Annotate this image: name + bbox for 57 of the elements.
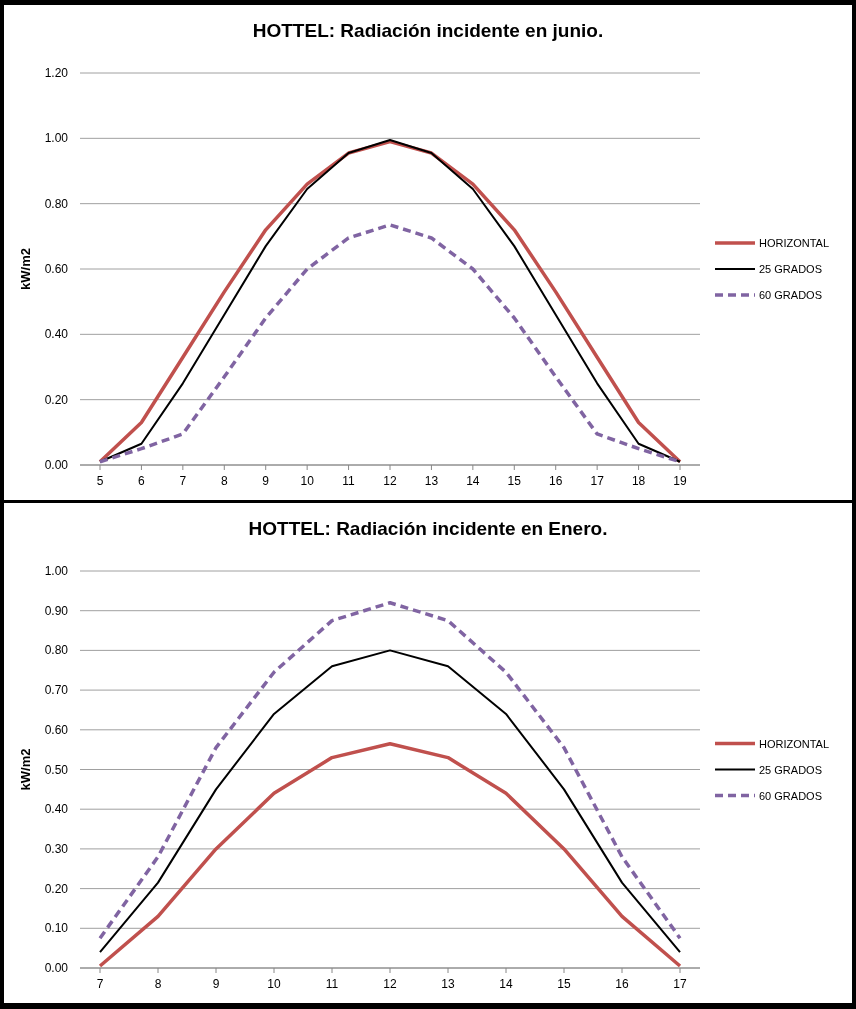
y-tick-label: 1.20 <box>44 66 69 80</box>
x-tick-label: 15 <box>507 474 522 488</box>
chart-title: HOTTEL: Radiación incidente en Enero. <box>248 518 608 539</box>
y-axis-title: kW/m2 <box>18 748 33 791</box>
legend-label: HORIZONTAL <box>759 737 830 750</box>
x-tick-label: 5 <box>96 474 104 488</box>
y-tick-label: 0.00 <box>44 458 69 472</box>
y-tick-label: 0.70 <box>44 683 69 698</box>
legend-label: 25 GRADOS <box>759 763 822 776</box>
x-tick-label: 9 <box>212 977 220 991</box>
x-tick-label: 14 <box>499 977 513 991</box>
x-tick-label: 7 <box>179 474 187 488</box>
legend-label: 25 GRADOS <box>759 263 822 275</box>
x-tick-label: 12 <box>383 977 397 991</box>
x-tick-label: 17 <box>673 977 687 991</box>
x-tick-label: 10 <box>267 977 281 991</box>
y-tick-label: 0.20 <box>44 881 69 896</box>
x-tick-label: 8 <box>154 977 162 991</box>
x-tick-label: 14 <box>466 474 480 488</box>
x-tick-label: 10 <box>300 474 315 488</box>
x-tick-label: 9 <box>262 474 270 488</box>
x-tick-label: 16 <box>615 977 629 991</box>
y-tick-label: 0.50 <box>44 762 69 777</box>
x-tick-label: 15 <box>557 977 571 991</box>
x-tick-label: 18 <box>631 474 646 488</box>
x-tick-label: 17 <box>590 474 605 488</box>
y-tick-label: 0.20 <box>44 392 69 407</box>
x-tick-label: 11 <box>342 474 356 488</box>
x-tick-label: 19 <box>673 474 687 488</box>
line-series <box>99 649 681 954</box>
y-tick-label: 1.00 <box>44 564 69 578</box>
legend-label: HORIZONTAL <box>759 237 830 249</box>
y-tick-label: 1.00 <box>44 131 69 146</box>
y-axis-title: kW/m2 <box>18 248 33 290</box>
x-tick-label: 8 <box>220 474 228 488</box>
y-tick-label: 0.30 <box>44 841 69 856</box>
y-tick-label: 0.40 <box>44 327 69 342</box>
x-tick-label: 6 <box>138 474 146 488</box>
x-tick-label: 16 <box>549 474 563 488</box>
y-tick-label: 0.60 <box>44 722 69 737</box>
y-tick-label: 0.90 <box>44 603 69 618</box>
line-series <box>98 741 682 968</box>
legend-label: 60 GRADOS <box>759 289 822 301</box>
y-tick-label: 0.40 <box>44 802 69 817</box>
x-tick-label: 11 <box>325 977 339 991</box>
x-tick-label: 13 <box>441 977 455 991</box>
chart-title: HOTTEL: Radiación incidente en junio. <box>252 20 604 41</box>
y-tick-label: 0.80 <box>44 196 69 211</box>
y-tick-label: 0.60 <box>44 262 69 276</box>
x-tick-label: 7 <box>96 977 104 991</box>
x-tick-label: 13 <box>424 474 439 488</box>
y-tick-label: 0.10 <box>44 921 69 936</box>
legend-label: 60 GRADOS <box>759 789 822 802</box>
line-series <box>98 601 682 940</box>
x-tick-label: 12 <box>383 474 397 488</box>
y-tick-label: 0.00 <box>44 961 69 975</box>
y-tick-label: 0.80 <box>44 643 69 658</box>
